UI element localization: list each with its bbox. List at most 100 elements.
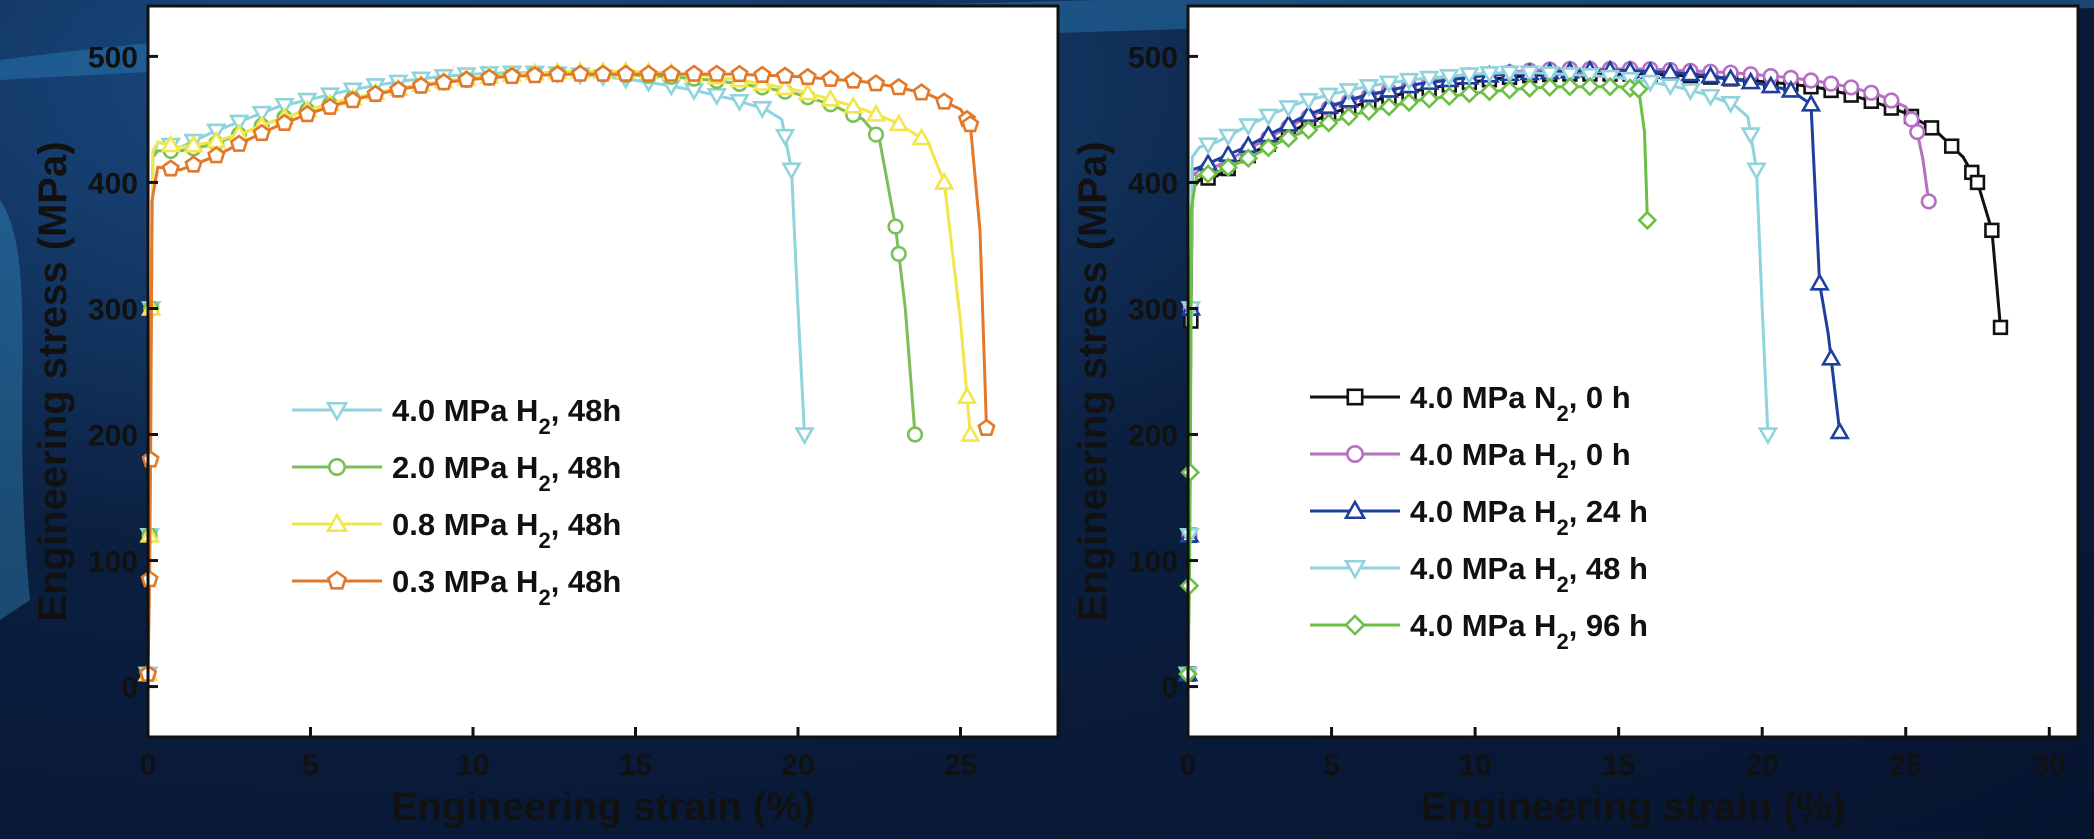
legend-marker <box>1346 388 1364 406</box>
y-tick-label: 0 <box>1161 672 1178 705</box>
data-point <box>906 426 924 443</box>
y-tick-label: 100 <box>1128 546 1178 579</box>
data-point <box>1318 96 1339 115</box>
legend-label-tail: , 48 h <box>1569 551 1648 586</box>
data-point <box>1479 66 1500 85</box>
data-point <box>1418 70 1440 89</box>
data-point <box>1459 67 1480 86</box>
y-axis-label: Engineering stress (MPa) <box>31 141 75 621</box>
series-4 <box>1178 76 1658 684</box>
data-point <box>616 64 635 82</box>
data-point <box>1760 75 1782 94</box>
data-point <box>1278 128 1299 149</box>
data-point <box>1580 76 1600 97</box>
data-point <box>977 418 996 437</box>
data-point <box>502 66 522 85</box>
data-point <box>774 77 796 96</box>
data-point <box>887 218 904 235</box>
legend-label-tail: , 24 h <box>1569 494 1648 529</box>
data-point <box>1238 118 1259 137</box>
legend-entry: 0.8 MPa H2, 48h <box>292 507 621 553</box>
data-point <box>1298 92 1319 111</box>
legend-label-subscript: 2 <box>1556 401 1568 426</box>
data-point <box>593 64 613 82</box>
data-point <box>1746 162 1767 181</box>
legend-label-subscript: 2 <box>538 414 550 439</box>
y-tick-label: 0 <box>121 672 138 705</box>
data-point <box>1198 164 1218 184</box>
data-point <box>1378 75 1400 94</box>
x-tick-label: 10 <box>456 749 489 782</box>
legend-entry: 4.0 MPa N2, 0 h <box>1310 380 1631 426</box>
legend-label-tail: , 48h <box>551 393 622 428</box>
data-point <box>1637 210 1658 231</box>
data-point <box>843 95 864 114</box>
data-point <box>1923 120 1940 136</box>
legend-label-main: 2.0 MPa H <box>392 450 538 485</box>
data-point <box>1338 106 1359 127</box>
x-tick-label: 5 <box>1323 749 1340 782</box>
data-point <box>207 145 226 164</box>
data-point <box>1843 79 1860 96</box>
data-point <box>1419 89 1439 109</box>
data-point <box>1238 148 1259 169</box>
data-point <box>774 128 796 147</box>
data-point <box>434 72 453 91</box>
data-point <box>1969 174 1986 191</box>
legend-marker <box>326 570 348 590</box>
data-point <box>1863 84 1880 101</box>
x-tick-label: 10 <box>1458 749 1491 782</box>
data-point <box>1800 93 1822 112</box>
data-point <box>865 103 887 122</box>
data-point <box>1318 113 1339 133</box>
data-point <box>684 64 704 82</box>
y-tick-label: 500 <box>88 41 138 74</box>
data-point <box>1180 462 1201 483</box>
data-point <box>1909 123 1926 141</box>
legend-label-subscript: 2 <box>1556 629 1568 654</box>
legend-label-subscript: 2 <box>1556 458 1568 483</box>
data-point <box>1680 63 1701 82</box>
data-point <box>1359 101 1379 122</box>
legend-label-subscript: 2 <box>1556 572 1568 597</box>
legend-label-subscript: 2 <box>1556 515 1568 540</box>
x-tick-label: 0 <box>140 749 157 782</box>
data-point <box>1992 319 2009 336</box>
data-point <box>911 127 932 146</box>
legend-marker <box>1344 614 1366 636</box>
data-point <box>571 64 590 82</box>
data-point <box>1802 72 1820 89</box>
legend-label: 0.3 MPa H2, 48h <box>392 564 621 610</box>
x-tick-label: 20 <box>1746 749 1779 782</box>
data-point <box>662 64 681 82</box>
data-point <box>1820 347 1842 366</box>
x-tick-label: 20 <box>781 749 814 782</box>
data-point <box>890 245 907 262</box>
data-point <box>961 114 980 133</box>
data-point <box>820 88 841 107</box>
y-tick-label: 300 <box>1128 293 1178 326</box>
data-point <box>1217 128 1239 147</box>
x-axis-label: Engineering strain (%) <box>1421 785 1846 829</box>
legend-marker <box>1343 499 1367 520</box>
x-tick-label: 15 <box>1602 749 1635 782</box>
data-point <box>775 66 795 84</box>
x-axis-label: Engineering strain (%) <box>391 785 816 829</box>
data-point <box>781 162 802 181</box>
data-point <box>1379 96 1399 117</box>
legend-entry: 4.0 MPa H2, 48 h <box>1310 551 1648 597</box>
legend-entry: 4.0 MPa H2, 24 h <box>1310 494 1648 540</box>
legend-label: 4.0 MPa H2, 48 h <box>1410 551 1648 597</box>
x-tick-label: 0 <box>1180 749 1197 782</box>
data-point <box>794 427 815 446</box>
data-point <box>298 104 317 123</box>
legend-label-main: 4.0 MPa H <box>1410 551 1556 586</box>
legend-label-main: 4.0 MPa H <box>1410 494 1556 529</box>
data-point <box>889 77 908 96</box>
data-point <box>1720 95 1741 114</box>
data-point <box>1680 83 1701 102</box>
data-point <box>1278 100 1299 119</box>
data-point <box>1539 66 1560 85</box>
legend-entry: 4.0 MPa H2, 48h <box>292 393 621 439</box>
legend-marker <box>328 458 346 476</box>
